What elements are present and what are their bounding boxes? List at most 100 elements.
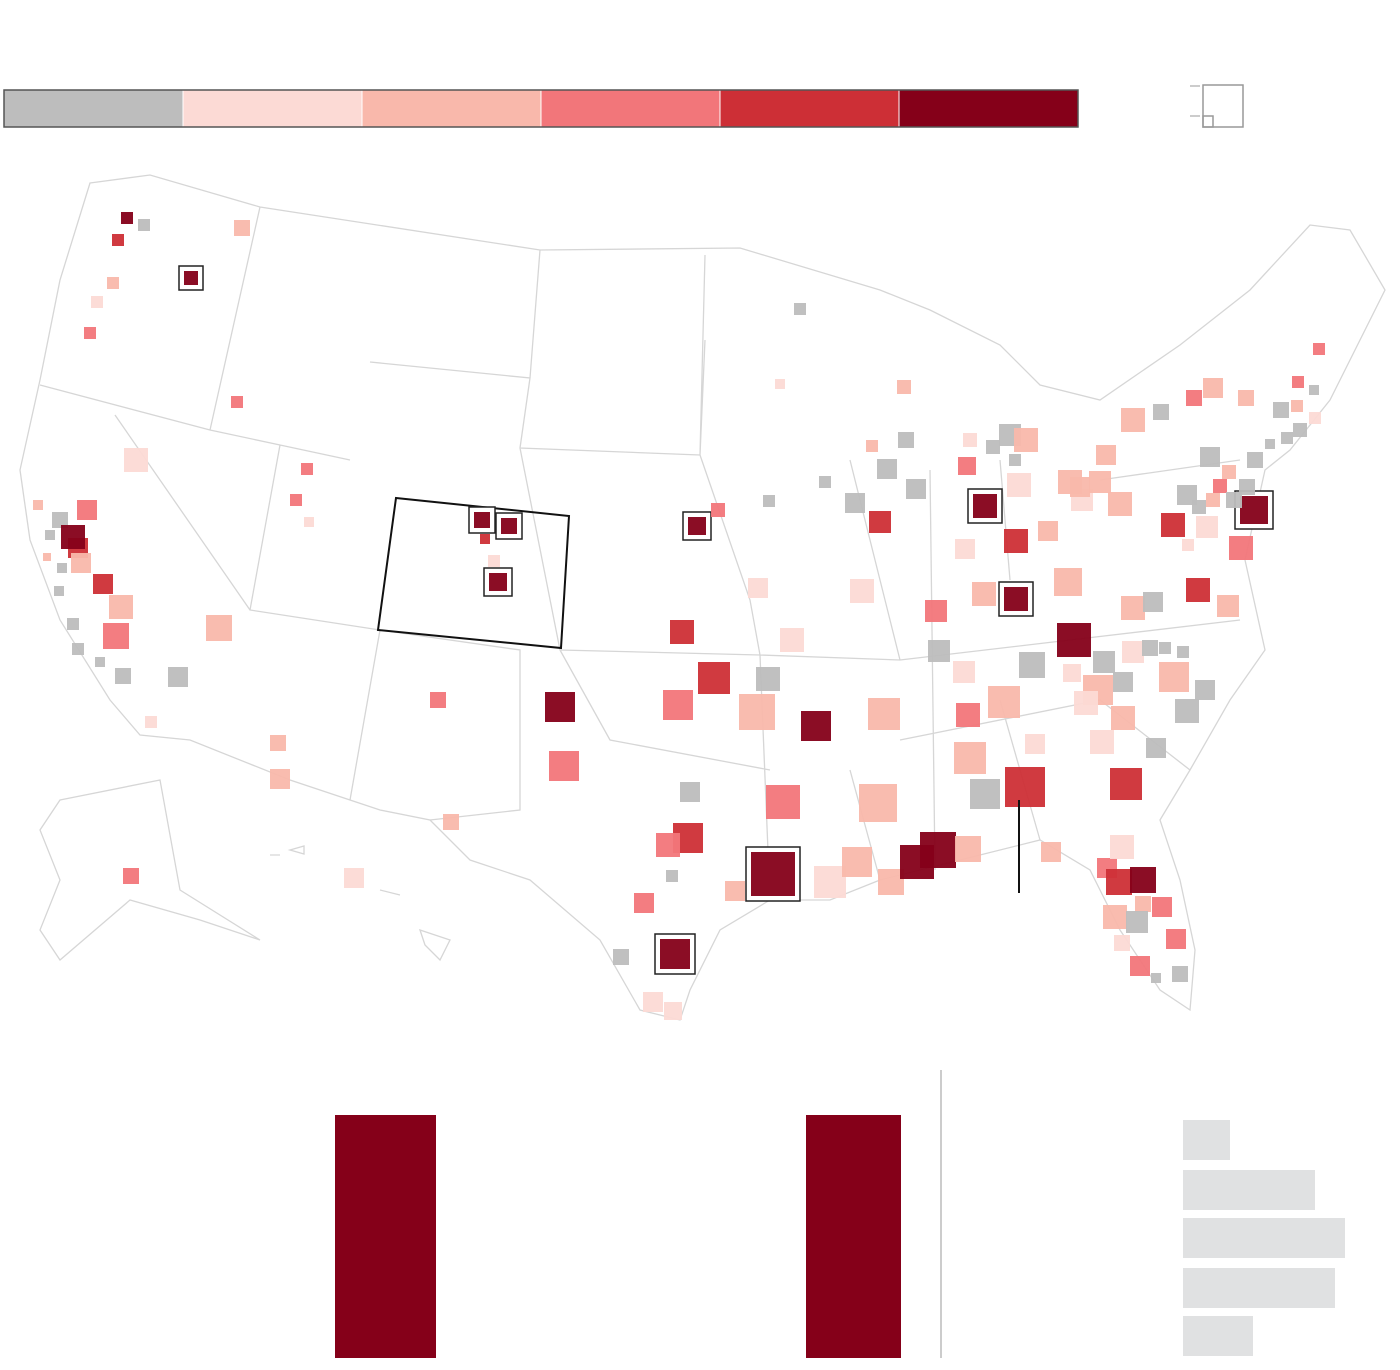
bottom-panel (335, 1070, 1345, 1358)
marker (1172, 966, 1188, 982)
marker (1111, 706, 1135, 730)
marker (1151, 973, 1161, 983)
marker (1292, 376, 1304, 388)
marker (1019, 652, 1045, 678)
marker (301, 463, 313, 475)
marker (1291, 400, 1303, 412)
marker (970, 779, 1000, 809)
marker (973, 494, 997, 518)
marker (1005, 767, 1045, 807)
marker (234, 220, 250, 236)
marker (1182, 539, 1194, 551)
state-lines (39, 206, 1241, 901)
marker (986, 440, 1000, 454)
marker (1089, 471, 1111, 493)
placeholder-bar (1183, 1268, 1335, 1308)
marker (1121, 596, 1145, 620)
marker (1309, 412, 1321, 424)
marker (1038, 521, 1058, 541)
marker (1004, 529, 1028, 553)
size-legend-large (1202, 84, 1244, 128)
marker (1293, 423, 1307, 437)
marker (84, 327, 96, 339)
marker (545, 692, 575, 722)
highlight-state (376, 496, 571, 650)
legend-swatch (182, 89, 363, 128)
marker (972, 582, 996, 606)
marker (107, 277, 119, 289)
marker (842, 847, 872, 877)
marker (1142, 640, 1158, 656)
placeholder-bar (1183, 1218, 1345, 1258)
marker (1143, 592, 1163, 612)
marker (474, 512, 490, 528)
marker (1041, 842, 1061, 862)
marker (1273, 402, 1289, 418)
marker (656, 833, 680, 857)
marker (1106, 869, 1132, 895)
marker (1196, 516, 1218, 538)
marker (634, 893, 654, 913)
marker (115, 668, 131, 684)
legend-border (3, 89, 1079, 128)
marker (57, 563, 67, 573)
marker (54, 586, 64, 596)
marker (1222, 465, 1236, 479)
marker (1200, 447, 1220, 467)
marker (680, 782, 700, 802)
marker (206, 615, 232, 641)
marker (1135, 896, 1151, 912)
marker (45, 530, 55, 540)
marker (109, 595, 133, 619)
marker (955, 539, 975, 559)
marker (501, 518, 517, 534)
marker (145, 716, 157, 728)
marker (613, 949, 629, 965)
marker (1159, 642, 1171, 654)
marker (489, 573, 507, 591)
marker (801, 711, 831, 741)
marker (138, 219, 150, 231)
marker (430, 692, 446, 708)
marker (819, 476, 831, 488)
marker (123, 868, 139, 884)
marker (91, 296, 103, 308)
marker (270, 769, 290, 789)
us-outline (19, 174, 1386, 1021)
marker (963, 433, 977, 447)
marker (52, 512, 68, 528)
marker (859, 784, 897, 822)
marker (124, 448, 148, 472)
marker-outline (483, 567, 513, 597)
marker (1177, 646, 1189, 658)
marker (1175, 699, 1199, 723)
marker (739, 694, 775, 730)
marker (850, 579, 874, 603)
marker (33, 500, 43, 510)
marker (1009, 454, 1021, 466)
marker (928, 640, 950, 662)
marker (814, 866, 846, 898)
marker (1159, 662, 1189, 692)
marker (1226, 492, 1242, 508)
marker (1186, 390, 1202, 406)
marker (1229, 536, 1253, 560)
marker (184, 271, 198, 285)
marker (670, 620, 694, 644)
marker (77, 500, 97, 520)
markers (33, 212, 1325, 1020)
placeholder-bar (1183, 1316, 1253, 1356)
color-legend (3, 89, 1079, 128)
marker (1093, 651, 1115, 673)
marker (71, 553, 91, 573)
marker (443, 814, 459, 830)
marker (1007, 473, 1031, 497)
marker (1240, 496, 1268, 524)
marker (1206, 493, 1220, 507)
marker (1110, 835, 1134, 859)
marker (711, 503, 725, 517)
marker (775, 379, 785, 389)
marker (664, 1002, 682, 1020)
marker (688, 517, 706, 535)
